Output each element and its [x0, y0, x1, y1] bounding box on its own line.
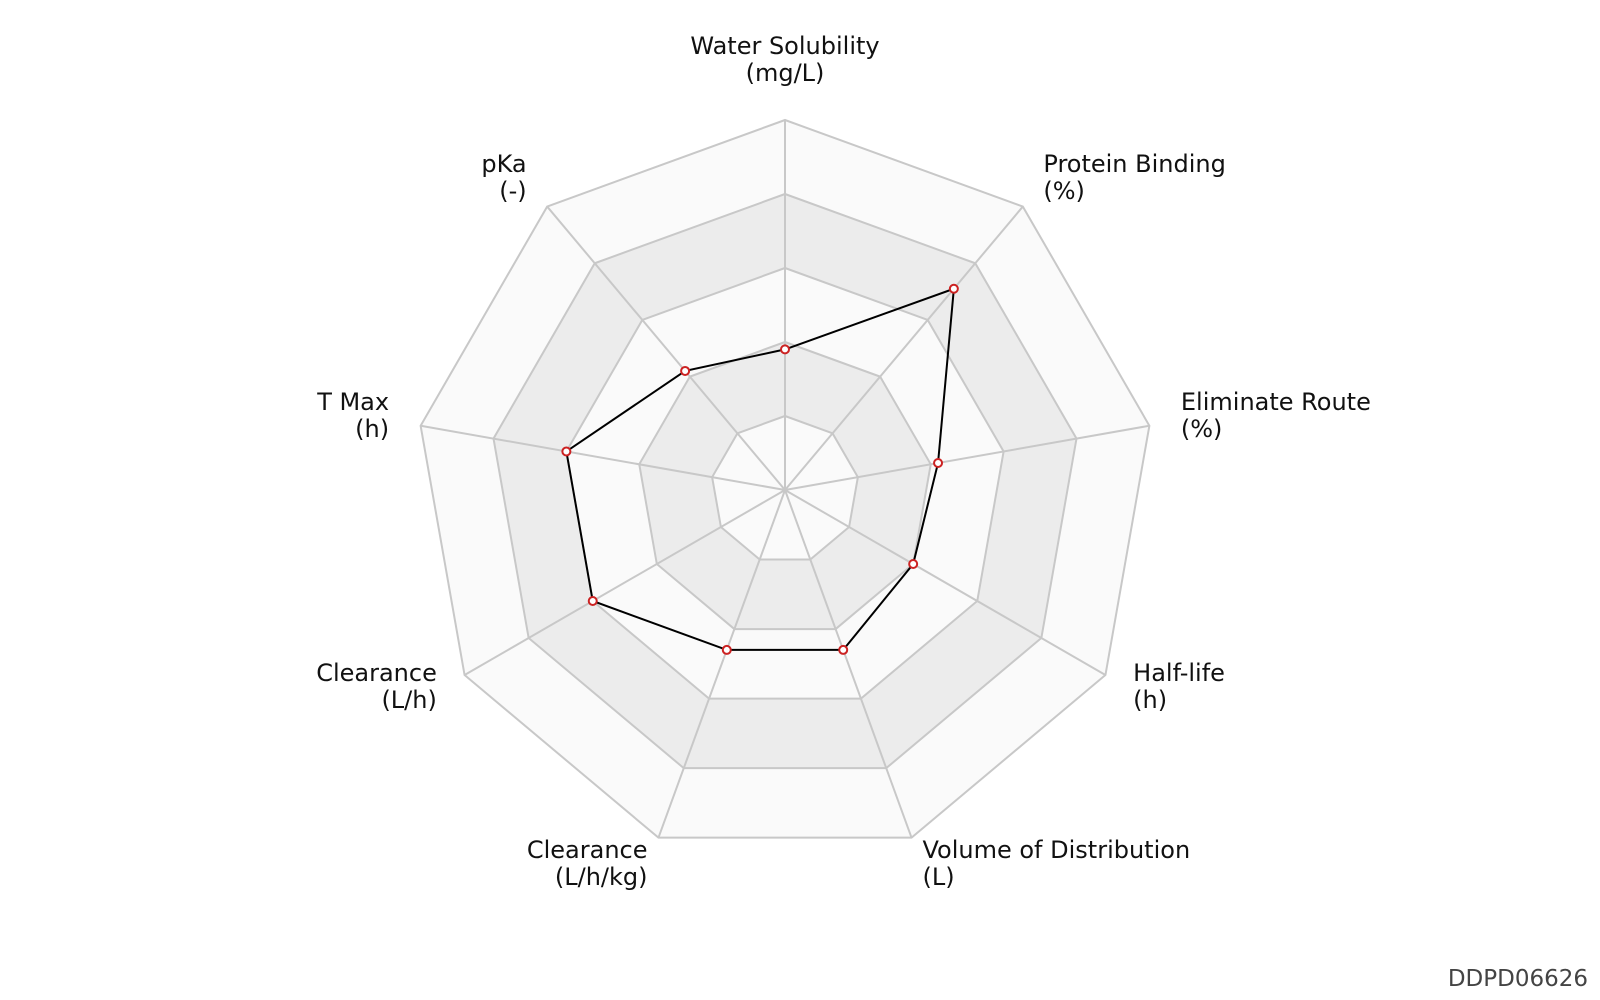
radar-spoke: [784, 489, 1106, 676]
radar-spoke: [784, 205, 1024, 491]
axis-label: Clearance (L/h/kg): [527, 836, 648, 891]
radar-series-line: [565, 287, 955, 651]
radar-point: [561, 446, 572, 457]
radar-axis-labels: Water Solubility (mg/L)Protein Binding (%)…: [316, 32, 1371, 891]
radar-point: [721, 644, 732, 655]
radar-point: [948, 283, 959, 294]
axis-label: pKa (-): [481, 150, 526, 205]
axis-label: Protein Binding (%): [1043, 150, 1225, 205]
axis-label-name: Half-life: [1133, 659, 1225, 687]
axis-label: T Max (h): [316, 388, 389, 443]
axis-label-name: Clearance: [527, 836, 648, 864]
axis-label-name: Water Solubility: [690, 32, 879, 60]
axis-label-name: T Max: [316, 388, 389, 416]
axis-label-unit: (-): [499, 177, 526, 205]
axis-label-unit: (h): [355, 415, 389, 443]
axis-label-name: Eliminate Route: [1181, 388, 1371, 416]
axis-label: Eliminate Route (%): [1181, 388, 1371, 443]
axis-label-name: pKa: [481, 150, 526, 178]
radar-spoke: [464, 489, 786, 676]
radar-spoke: [784, 424, 1150, 491]
radar-spoke: [657, 489, 786, 839]
radar-spoke: [420, 424, 786, 491]
radar-series: [561, 283, 959, 655]
radar-spoke: [784, 489, 913, 839]
axis-label-unit: (L): [922, 863, 954, 891]
radar-point: [680, 365, 691, 376]
axis-label-unit: (h): [1133, 686, 1167, 714]
axis-label-name: Clearance: [316, 659, 437, 687]
radar-spokes: [420, 120, 1150, 839]
radar-point: [838, 644, 849, 655]
radar-point: [933, 458, 944, 469]
radar-point: [908, 559, 919, 569]
radar-spoke: [546, 205, 786, 491]
axis-label-unit: (L/h): [381, 686, 436, 714]
axis-label-unit: (%): [1043, 177, 1085, 205]
chart-id-watermark: DDPD06626: [1447, 966, 1588, 992]
radar-point: [587, 596, 598, 606]
axis-label-name: Protein Binding: [1043, 150, 1225, 178]
axis-label: Volume of Distribution (L): [922, 836, 1190, 891]
axis-label: Half-life (h): [1133, 659, 1225, 714]
axis-label-name: Volume of Distribution: [922, 836, 1190, 864]
axis-label-unit: (L/h/kg): [555, 863, 648, 891]
axis-label-unit: (mg/L): [746, 59, 825, 87]
radar-point: [780, 344, 790, 355]
axis-label: Water Solubility (mg/L): [690, 32, 879, 87]
axis-label-unit: (%): [1181, 415, 1223, 443]
axis-label: Clearance (L/h): [316, 659, 437, 714]
